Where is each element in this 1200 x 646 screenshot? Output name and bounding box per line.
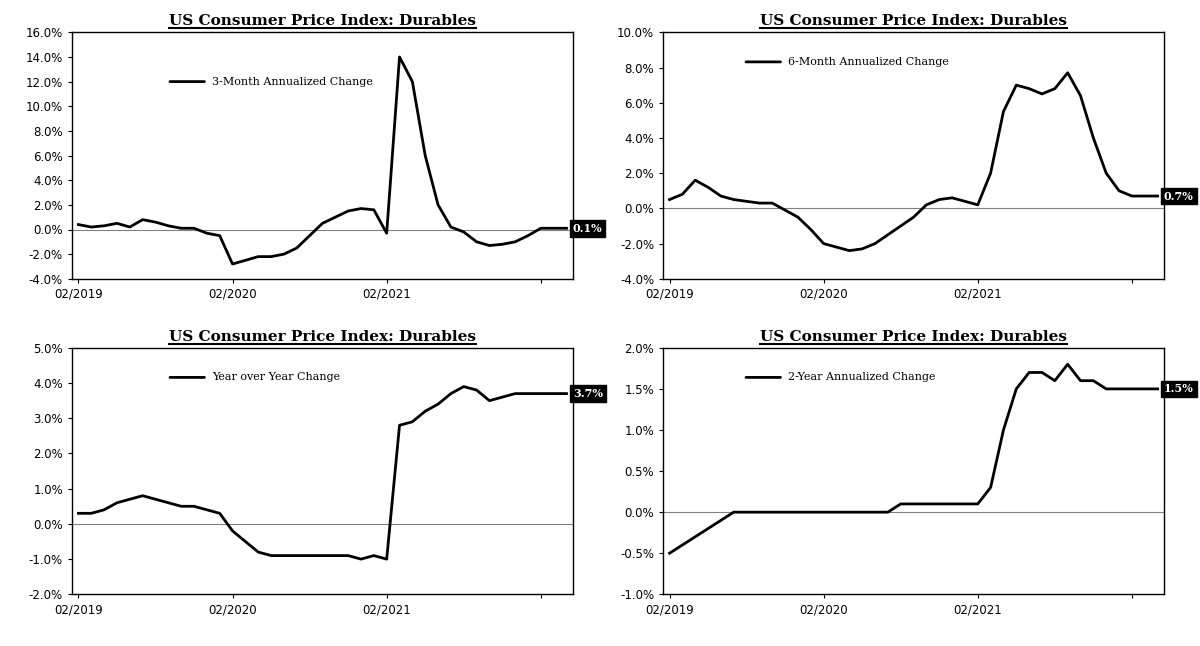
Title: US Consumer Price Index: Durables: US Consumer Price Index: Durables xyxy=(169,14,476,28)
Text: 3.7%: 3.7% xyxy=(572,388,602,399)
Text: 6-Month Annualized Change: 6-Month Annualized Change xyxy=(788,57,949,67)
Title: US Consumer Price Index: Durables: US Consumer Price Index: Durables xyxy=(169,330,476,344)
Text: 3-Month Annualized Change: 3-Month Annualized Change xyxy=(212,77,373,87)
Text: 0.7%: 0.7% xyxy=(1164,191,1194,202)
Text: 1.5%: 1.5% xyxy=(1164,384,1194,395)
Text: 2-Year Annualized Change: 2-Year Annualized Change xyxy=(788,372,936,382)
Title: US Consumer Price Index: Durables: US Consumer Price Index: Durables xyxy=(760,14,1067,28)
Text: 0.1%: 0.1% xyxy=(572,223,602,234)
Text: Year over Year Change: Year over Year Change xyxy=(212,372,341,382)
Title: US Consumer Price Index: Durables: US Consumer Price Index: Durables xyxy=(760,330,1067,344)
